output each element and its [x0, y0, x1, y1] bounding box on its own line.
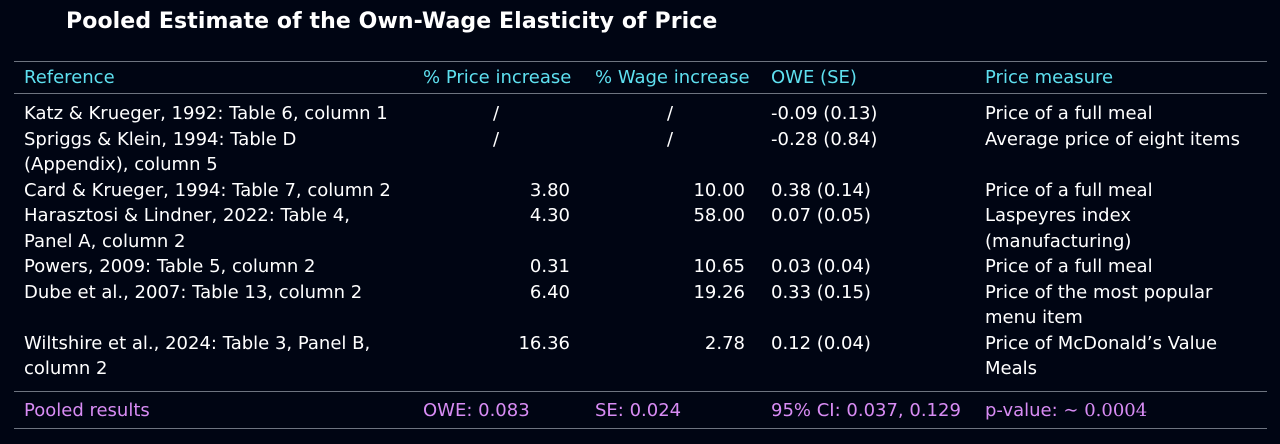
row-3-price-increase: 3.80	[529, 179, 570, 201]
top-rule	[14, 61, 1267, 62]
header-owe-se: OWE (SE)	[771, 67, 857, 88]
row-1-price-increase: /	[492, 103, 500, 124]
row-1-measure: Price of a full meal	[985, 103, 1153, 124]
row-6-price-increase: 6.40	[529, 281, 570, 303]
page-title: Pooled Estimate of the Own-Wage Elastici…	[66, 9, 718, 34]
header-rule	[14, 93, 1267, 94]
header-price-increase: % Price increase	[423, 67, 572, 88]
header-price-measure: Price measure	[985, 67, 1114, 88]
pooled-p-number: ∼ 0.0004	[1063, 400, 1148, 421]
pooled-ci: 95% CI: 0.037, 0.129	[771, 400, 961, 421]
row-3-reference: Card & Krueger, 1994: Table 7, column 2	[24, 179, 391, 201]
row-6-owe: 0.33 (0.15)	[771, 281, 871, 303]
pooled-p-label: p-value:	[985, 400, 1058, 421]
row-4-measure-cont: (manufacturing)	[985, 230, 1132, 252]
row-7-reference-cont: column 2	[24, 358, 108, 379]
bottom-rule	[14, 428, 1267, 429]
row-3-wage-increase: 10.00	[693, 179, 745, 201]
row-4-price-increase: 4.30	[529, 205, 570, 226]
row-4-reference: Harasztosi & Lindner, 2022: Table 4,	[24, 205, 350, 226]
row-4-owe: 0.07 (0.05)	[771, 205, 871, 226]
row-5-measure: Price of a full meal	[985, 256, 1153, 277]
row-1-reference: Katz & Krueger, 1992: Table 6, column 1	[24, 103, 388, 124]
row-1-wage-increase: /	[666, 103, 674, 124]
row-2-wage-increase: /	[666, 128, 674, 150]
row-7-measure: Price of McDonald’s Value	[985, 332, 1218, 354]
row-2-owe: -0.28 (0.84)	[771, 128, 878, 150]
pooled-owe: OWE: 0.083	[423, 400, 530, 421]
row-7-owe: 0.12 (0.04)	[771, 332, 871, 354]
row-2-price-increase: /	[492, 128, 500, 150]
row-2-reference: Spriggs & Klein, 1994: Table D	[24, 128, 297, 150]
row-5-wage-increase: 10.65	[693, 256, 745, 277]
row-7-price-increase: 16.36	[518, 332, 570, 354]
row-5-owe: 0.03 (0.04)	[771, 256, 871, 277]
pooled-p-value: p-value: ∼ 0.0004	[985, 398, 1147, 424]
footer-rule	[14, 391, 1267, 392]
row-5-reference: Powers, 2009: Table 5, column 2	[24, 256, 316, 277]
row-6-wage-increase: 19.26	[693, 281, 745, 303]
row-7-measure-cont: Meals	[985, 358, 1038, 379]
row-6-measure-cont: menu item	[985, 307, 1083, 328]
row-2-reference-cont: (Appendix), column 5	[24, 154, 218, 175]
header-reference: Reference	[24, 67, 115, 88]
row-6-reference: Dube et al., 2007: Table 13, column 2	[24, 281, 363, 303]
row-4-reference-cont: Panel A, column 2	[24, 230, 186, 252]
row-7-reference: Wiltshire et al., 2024: Table 3, Panel B…	[24, 332, 371, 354]
row-6-measure: Price of the most popular	[985, 281, 1213, 303]
row-1-owe: -0.09 (0.13)	[771, 103, 878, 124]
header-wage-increase: % Wage increase	[595, 67, 750, 88]
row-2-measure: Average price of eight items	[985, 128, 1240, 150]
pooled-label: Pooled results	[24, 400, 150, 421]
row-3-measure: Price of a full meal	[985, 179, 1153, 201]
row-3-owe: 0.38 (0.14)	[771, 179, 871, 201]
row-5-price-increase: 0.31	[529, 256, 570, 277]
row-4-measure: Laspeyres index	[985, 205, 1132, 226]
pooled-se: SE: 0.024	[595, 400, 682, 421]
row-7-wage-increase: 2.78	[704, 332, 745, 354]
row-4-wage-increase: 58.00	[693, 205, 745, 226]
